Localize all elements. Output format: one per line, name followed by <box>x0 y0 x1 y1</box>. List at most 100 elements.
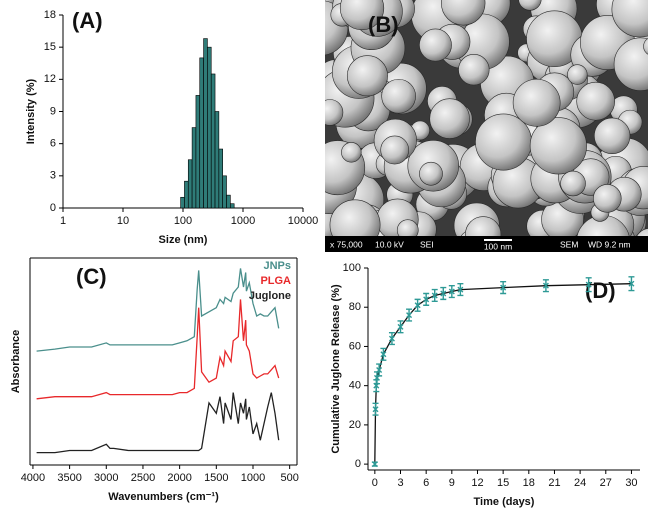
detector: SEI <box>420 239 434 249</box>
sphere <box>381 78 416 114</box>
x-tick-label: 15 <box>497 477 509 489</box>
bar <box>191 127 197 209</box>
sphere <box>611 0 648 38</box>
bar <box>184 180 189 209</box>
x-tick-label: 2500 <box>131 472 155 484</box>
voltage: 10.0 kV <box>375 239 404 249</box>
magnification: x 75,000 <box>330 239 363 249</box>
bar <box>210 73 216 209</box>
error-bar <box>500 281 507 295</box>
error-bar <box>431 288 438 303</box>
bar <box>226 194 231 209</box>
sphere <box>329 199 381 236</box>
spectrum-line <box>36 268 280 352</box>
sphere <box>325 99 344 126</box>
y-tick-label: 60 <box>349 340 361 352</box>
error-bar <box>406 308 413 322</box>
y-tick-label: 18 <box>44 9 56 21</box>
sphere <box>592 184 622 213</box>
x-tick-label: 1 <box>60 215 66 227</box>
x-tick-label: 3000 <box>94 472 118 484</box>
y-tick-label: 20 <box>349 419 361 431</box>
error-bar <box>440 286 447 301</box>
legend-label: PLGA <box>260 275 291 287</box>
sphere <box>419 161 443 186</box>
error-bar <box>371 461 378 468</box>
y-tick-label: 15 <box>44 41 56 53</box>
error-bar <box>542 279 549 293</box>
y-tick-label: 80 <box>349 301 361 313</box>
y-axis-label: Absorbance <box>10 330 22 394</box>
scale-bar-label: 100 nm <box>484 241 512 251</box>
sphere <box>465 216 502 236</box>
bar <box>207 46 212 209</box>
bar <box>222 175 227 209</box>
sphere <box>341 142 362 163</box>
x-axis-label: Time (days) <box>474 496 535 508</box>
error-bar <box>372 402 379 416</box>
bar <box>180 196 185 209</box>
sphere <box>429 98 470 139</box>
x-tick-label: 1000 <box>231 215 255 227</box>
legend-label: JNPs <box>263 260 291 272</box>
sphere <box>560 170 586 197</box>
sphere <box>567 64 588 85</box>
bar <box>214 111 220 209</box>
y-tick-label: 40 <box>349 380 361 392</box>
panel-title: (D) <box>585 278 616 303</box>
x-tick-label: 100 <box>174 215 192 227</box>
sphere <box>441 0 486 26</box>
sphere <box>593 117 631 155</box>
y-tick-label: 12 <box>44 73 56 85</box>
sphere <box>512 78 561 127</box>
sphere <box>636 228 648 236</box>
x-tick-label: 2000 <box>167 472 191 484</box>
instrument: SEM <box>560 239 578 249</box>
sphere <box>529 117 587 175</box>
error-bar <box>376 363 383 377</box>
x-tick-label: 21 <box>548 477 560 489</box>
panel-label: (B) <box>368 12 399 37</box>
release-line <box>374 283 632 465</box>
error-bar <box>423 292 430 306</box>
x-tick-label: 18 <box>523 477 535 489</box>
y-axis-label: Cumulative Juglone Release (%) <box>330 284 342 454</box>
error-bar <box>414 298 421 312</box>
sphere <box>576 81 616 121</box>
bar <box>203 38 208 209</box>
error-bar <box>380 347 387 361</box>
bar <box>230 203 235 209</box>
error-bar <box>448 284 455 299</box>
x-tick-label: 9 <box>449 477 455 489</box>
x-tick-label: 4000 <box>21 472 45 484</box>
x-tick-label: 3 <box>397 477 403 489</box>
sphere <box>419 28 452 62</box>
x-axis-label: Size (nm) <box>159 234 208 246</box>
sphere <box>613 37 648 91</box>
y-tick-label: 6 <box>50 138 56 150</box>
bar <box>199 57 204 209</box>
x-axis-label: Wavenumbers (cm⁻¹) <box>108 491 219 503</box>
y-axis-label: Intensity (%) <box>25 78 37 144</box>
x-tick-label: 6 <box>423 477 429 489</box>
sphere <box>643 38 648 55</box>
y-tick-label: 100 <box>343 262 361 274</box>
error-bar <box>628 276 635 292</box>
bar <box>195 95 201 209</box>
sphere <box>458 54 490 86</box>
x-tick-label: 3500 <box>57 472 81 484</box>
sphere <box>396 219 419 236</box>
x-tick-label: 27 <box>600 477 612 489</box>
sphere <box>380 135 410 165</box>
error-bar <box>457 282 464 297</box>
bar <box>187 159 193 209</box>
x-tick-label: 1500 <box>204 472 228 484</box>
x-tick-label: 10000 <box>288 215 319 227</box>
sphere <box>339 0 385 31</box>
x-tick-label: 12 <box>471 477 483 489</box>
error-bar <box>397 320 404 334</box>
sphere <box>518 0 542 11</box>
error-bar <box>388 332 395 346</box>
spectrum-line <box>36 299 280 400</box>
